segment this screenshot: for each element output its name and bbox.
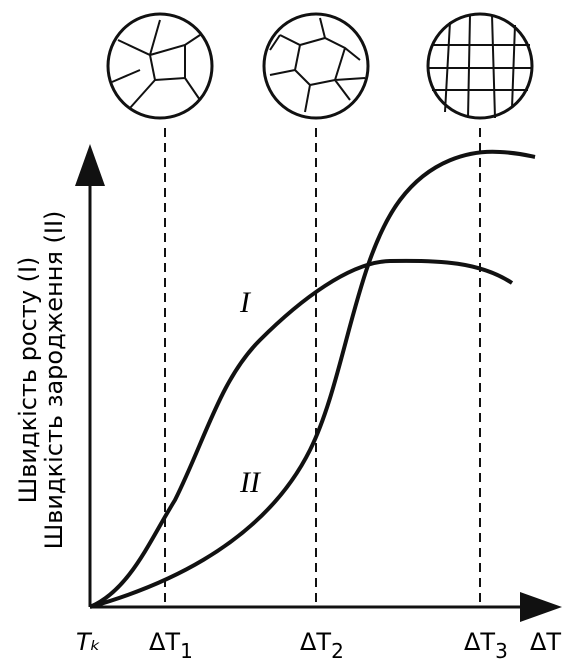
x-mark-main: ΔT bbox=[464, 628, 495, 656]
x-mark-main: ΔT bbox=[149, 628, 180, 656]
x-mark-sub: 1 bbox=[180, 639, 193, 663]
dashed-guides bbox=[165, 128, 480, 607]
x-axis-label: ΔT bbox=[530, 628, 561, 656]
x-mark-main: ΔT bbox=[300, 628, 331, 656]
x-mark-sub: 3 bbox=[495, 639, 508, 663]
growth-curve bbox=[90, 261, 512, 607]
grain-medium bbox=[264, 14, 368, 118]
grain-fine bbox=[428, 14, 532, 118]
x-mark-label: ΔT2 bbox=[300, 628, 344, 663]
nucleation-curve bbox=[90, 152, 535, 607]
diagram: I II Швидкість росту (I) Швидкість зарод… bbox=[0, 0, 565, 666]
y-axis-label: Швидкість росту (I) bbox=[14, 257, 42, 504]
grain-coarse bbox=[108, 14, 212, 118]
curve-label: II bbox=[239, 466, 262, 499]
origin-label: Tₖ bbox=[76, 628, 101, 656]
y-axis-label: Швидкість зародження (II) bbox=[40, 211, 68, 550]
x-mark-label: ΔT1 bbox=[149, 628, 193, 663]
curve-label: I bbox=[239, 286, 252, 319]
x-mark-sub: 2 bbox=[331, 639, 344, 663]
x-mark-label: ΔT3 bbox=[464, 628, 508, 663]
